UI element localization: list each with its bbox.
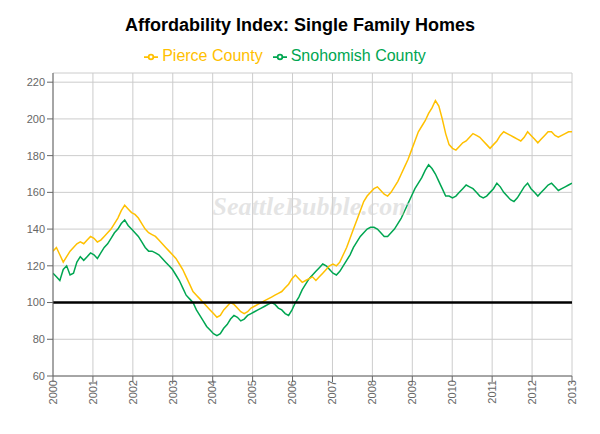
svg-text:60: 60 <box>33 370 45 382</box>
svg-text:2006: 2006 <box>286 380 298 404</box>
svg-text:120: 120 <box>27 260 45 272</box>
svg-text:140: 140 <box>27 223 45 235</box>
svg-text:2010: 2010 <box>446 380 458 404</box>
svg-text:2000: 2000 <box>47 380 59 404</box>
svg-text:80: 80 <box>33 333 45 345</box>
svg-text:2013: 2013 <box>566 380 578 404</box>
svg-text:2005: 2005 <box>246 380 258 404</box>
svg-text:2011: 2011 <box>486 380 498 404</box>
html-text:Affordability Index: Single Fa: Affordability Index: Single Family Homes <box>125 15 475 35</box>
svg-text:200: 200 <box>27 113 45 125</box>
svg-text:2003: 2003 <box>167 380 179 404</box>
svg-text:220: 220 <box>27 76 45 88</box>
svg-text:2007: 2007 <box>326 380 338 404</box>
html-text:Snohomish County: Snohomish County <box>290 47 426 64</box>
svg-text:2008: 2008 <box>366 380 378 404</box>
svg-text:160: 160 <box>27 186 45 198</box>
svg-text:2004: 2004 <box>207 380 219 404</box>
svg-text:2001: 2001 <box>87 380 99 404</box>
html-text:SeattleBubble.com: SeattleBubble.com <box>212 192 413 221</box>
svg-text:100: 100 <box>27 296 45 308</box>
svg-text:2009: 2009 <box>406 380 418 404</box>
svg-text:180: 180 <box>27 150 45 162</box>
html-text:Pierce County: Pierce County <box>162 47 263 64</box>
svg-text:2012: 2012 <box>526 380 538 404</box>
svg-text:2002: 2002 <box>127 380 139 404</box>
